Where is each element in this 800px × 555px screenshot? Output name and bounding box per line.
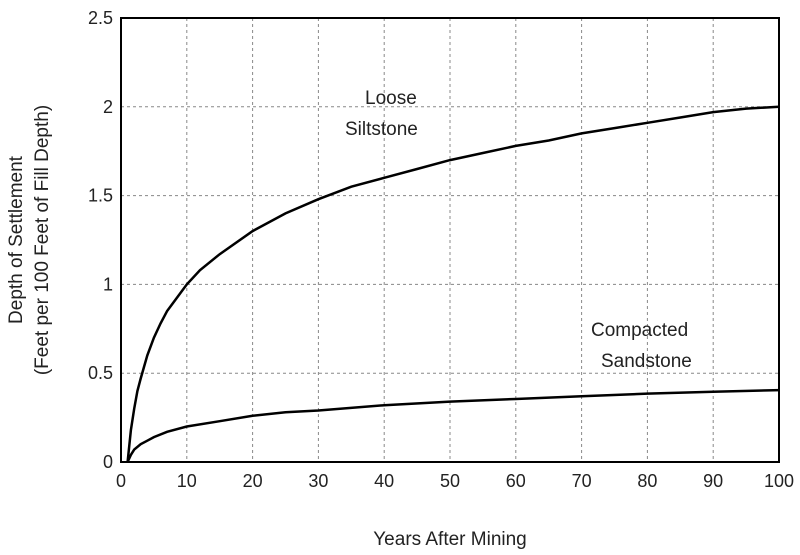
x-axis-title: Years After Mining [373, 529, 527, 550]
x-tick-label-0: 0 [116, 471, 126, 491]
annotation-compacted-sandstone: Compacted Sandstone [591, 320, 692, 372]
series-line-compacted-sandstone [126, 388, 780, 463]
x-tick-label-50: 50 [440, 471, 460, 491]
plot-frame [120, 17, 780, 463]
annotation-loose-siltstone: Loose Siltstone [345, 88, 418, 140]
y-tick-labels: 0 0.5 1 1.5 2 2.5 [88, 8, 113, 472]
x-tick-label-30: 30 [308, 471, 328, 491]
annotation-compacted: Compacted [591, 320, 688, 341]
x-tick-label-80: 80 [637, 471, 657, 491]
y-axis-title-line1: Depth of Settlement [6, 155, 27, 324]
y-tick-label-0: 0 [103, 452, 113, 472]
annotation-loose: Loose [365, 88, 417, 109]
y-tick-label-5: 2.5 [88, 8, 113, 28]
series-lines [126, 105, 780, 463]
annotation-sandstone: Sandstone [601, 351, 692, 372]
x-tick-label-70: 70 [572, 471, 592, 491]
x-tick-label-60: 60 [506, 471, 526, 491]
y-tick-label-3: 1.5 [88, 186, 113, 206]
y-tick-label-2: 1 [103, 274, 113, 294]
x-tick-label-20: 20 [243, 471, 263, 491]
x-tick-label-40: 40 [374, 471, 394, 491]
x-tick-label-90: 90 [703, 471, 723, 491]
grid-lines [121, 18, 779, 462]
y-axis-title: Depth of Settlement (Feet per 100 Feet o… [6, 105, 53, 375]
y-axis-title-line2: (Feet per 100 Feet of Fill Depth) [32, 105, 53, 375]
y-tick-label-4: 2 [103, 97, 113, 117]
x-tick-label-10: 10 [177, 471, 197, 491]
y-tick-label-1: 0.5 [88, 363, 113, 383]
annotation-siltstone: Siltstone [345, 119, 418, 140]
x-tick-label-100: 100 [764, 471, 794, 491]
series-line-loose-siltstone [126, 105, 780, 463]
x-tick-labels: 0 10 20 30 40 50 60 70 80 90 100 [116, 471, 794, 491]
